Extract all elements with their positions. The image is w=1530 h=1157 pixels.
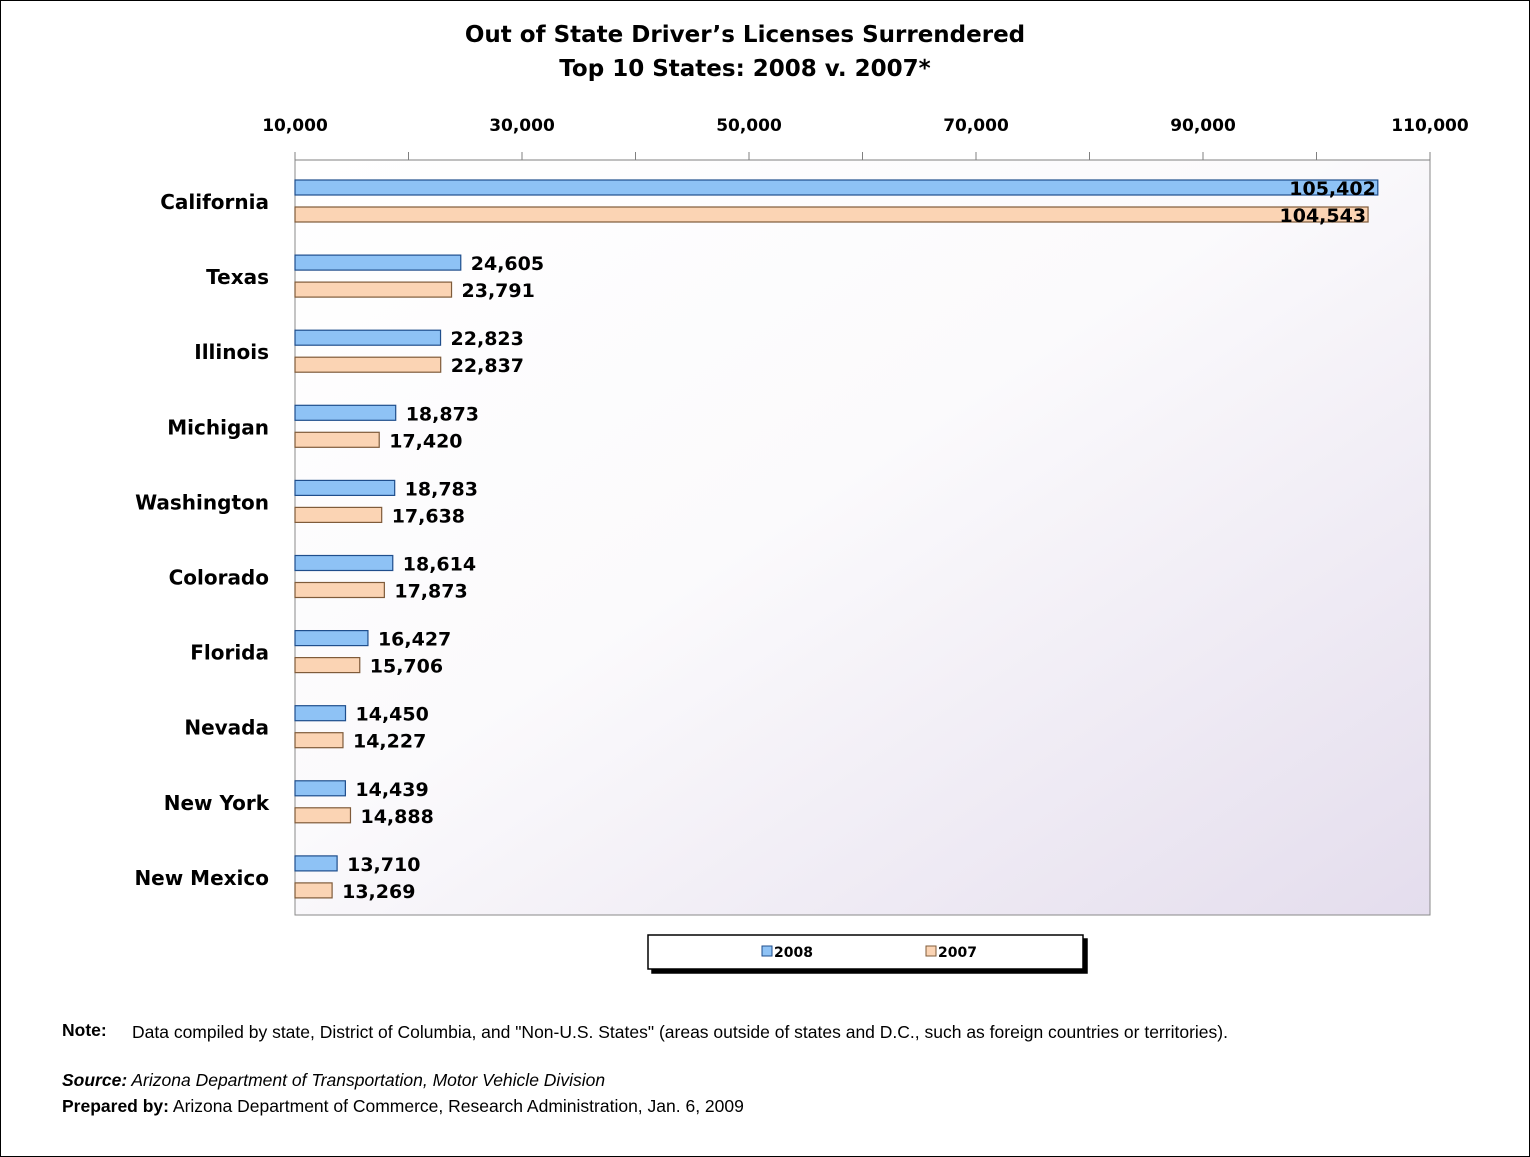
data-label: 105,402	[1289, 178, 1376, 200]
bar-2008-new-york	[294, 780, 346, 797]
data-label: 14,888	[360, 806, 433, 828]
x-axis: 10,000 30,000 50,000 70,000 90,000 110,000	[262, 116, 1469, 161]
bar-2007-california	[294, 206, 1369, 223]
data-label: 22,837	[451, 355, 524, 377]
legend-box	[647, 934, 1084, 970]
data-label: 13,710	[347, 854, 420, 876]
prepared-label: Prepared by:	[62, 1096, 169, 1116]
data-label: 17,638	[392, 505, 465, 527]
source-text: Arizona Department of Transportation, Mo…	[131, 1070, 606, 1090]
bar-2008-new-mexico	[294, 855, 338, 872]
bar-2007-illinois	[294, 356, 442, 373]
bar-2008-illinois	[294, 329, 442, 346]
bar-2008-nevada	[294, 705, 347, 722]
bar-2008-florida	[294, 629, 369, 647]
data-label: 14,450	[356, 704, 429, 726]
data-label: 14,227	[353, 731, 426, 753]
data-label: 24,605	[471, 253, 544, 275]
category-label: Nevada	[184, 716, 269, 740]
data-label: 18,873	[406, 403, 479, 425]
data-label: 22,823	[451, 328, 524, 350]
bar-2008-michigan	[294, 404, 397, 421]
category-label: New York	[164, 791, 270, 815]
bar-2008-colorado	[294, 554, 394, 572]
data-label: 23,791	[462, 280, 535, 302]
category-label: Washington	[135, 490, 269, 514]
plot-area	[294, 159, 1431, 916]
bars-group: 105,402 104,543 24,605 23,791 22,823 22,837 18…	[294, 178, 1379, 903]
bar-2007-michigan	[294, 431, 380, 448]
chart-svg: Out of State Driver’s Licenses Surrender…	[134, 22, 1469, 970]
legend-label-2007: 2007	[938, 945, 977, 961]
source-line: Source: Arizona Department of Transporta…	[62, 1070, 605, 1091]
x-tick-label: 50,000	[716, 116, 782, 136]
category-label: Florida	[190, 641, 269, 665]
x-tick-label: 90,000	[1170, 116, 1236, 136]
bar-2007-colorado	[294, 581, 385, 599]
legend-swatch-2007	[925, 945, 937, 957]
legend: 2008 2007	[647, 934, 1084, 970]
x-tick-label: 30,000	[489, 116, 555, 136]
x-tick-label: 70,000	[943, 116, 1009, 136]
category-label: Michigan	[167, 415, 269, 439]
x-tick-label: 10,000	[262, 116, 328, 136]
legend-label-2008: 2008	[774, 945, 813, 961]
chart-subtitle: Top 10 States: 2008 v. 2007*	[559, 56, 930, 82]
data-label: 15,706	[370, 656, 443, 678]
chart-title: Out of State Driver’s Licenses Surrender…	[465, 22, 1025, 48]
bar-2007-washington	[294, 506, 383, 523]
source-label: Source:	[62, 1070, 128, 1090]
data-label: 17,420	[389, 430, 462, 452]
category-label: California	[160, 190, 269, 214]
bar-2007-florida	[294, 656, 361, 674]
bar-2007-new-york	[294, 807, 352, 824]
data-label: 16,427	[378, 629, 451, 651]
data-label: 17,873	[394, 581, 467, 603]
bar-2007-nevada	[294, 732, 344, 749]
note-block: Note: Data compiled by state, District o…	[62, 1020, 1442, 1044]
legend-swatch-2008	[761, 945, 773, 957]
data-label: 104,543	[1280, 205, 1367, 227]
bar-2007-texas	[294, 281, 453, 298]
category-label: Texas	[206, 265, 269, 289]
bar-2008-washington	[294, 479, 396, 496]
category-label: Illinois	[194, 340, 269, 364]
data-label: 18,783	[405, 478, 478, 500]
bar-2008-texas	[294, 254, 462, 271]
prepared-line: Prepared by: Arizona Department of Comme…	[62, 1096, 744, 1117]
bar-2007-new-mexico	[294, 882, 333, 899]
bar-2008-california	[294, 179, 1379, 196]
prepared-text: Arizona Department of Commerce, Research…	[172, 1096, 744, 1116]
note-label: Note:	[62, 1020, 107, 1040]
note-text: Data compiled by state, District of Colu…	[132, 1022, 1228, 1042]
category-labels: California Texas Illinois Michigan Washingto…	[134, 190, 269, 890]
data-label: 13,269	[342, 881, 415, 903]
category-label: Colorado	[169, 566, 269, 590]
data-label: 14,439	[355, 779, 428, 801]
data-label: 18,614	[403, 554, 476, 576]
x-tick-label: 110,000	[1391, 116, 1469, 136]
category-label: New Mexico	[134, 866, 269, 890]
